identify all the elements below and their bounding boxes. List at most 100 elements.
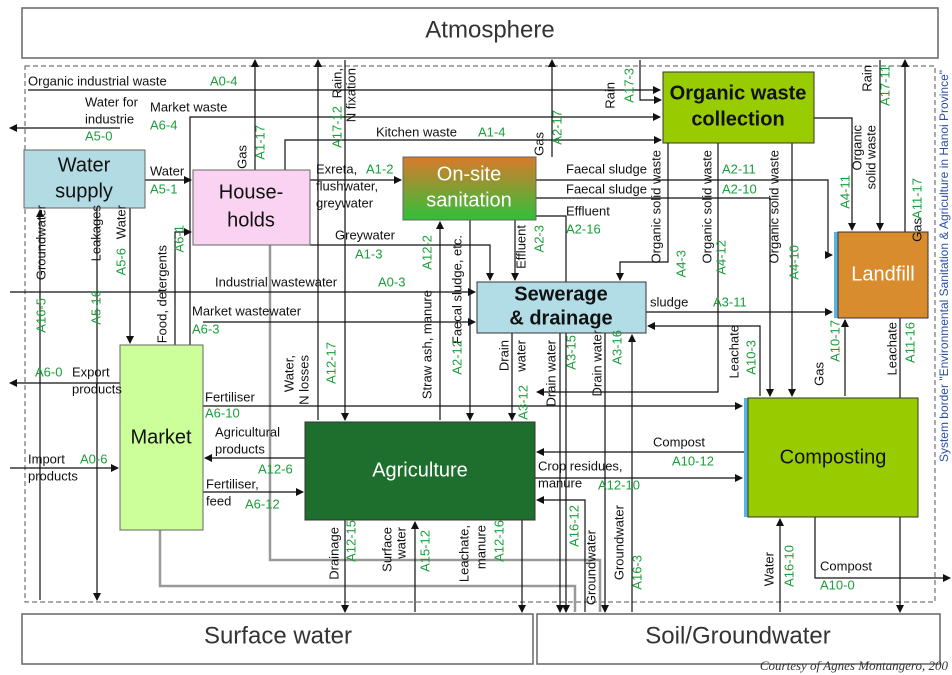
flow-code: A12-6 xyxy=(258,461,293,476)
node-box xyxy=(747,397,919,518)
flow-label: Surface xyxy=(379,527,394,572)
node-label: & drainage xyxy=(509,307,612,329)
flow-code: A6-12 xyxy=(245,496,280,511)
node-label: Water xyxy=(58,154,111,176)
flow-label: Effluent xyxy=(566,203,610,218)
flow-code: A11-17 xyxy=(909,178,924,219)
node-box xyxy=(662,71,815,144)
flow-label: Organic solid waste xyxy=(699,150,714,263)
flow-code: A3-15 xyxy=(563,335,578,370)
soil-label: Soil/Groundwater xyxy=(645,622,830,649)
flow-label: Groundwater xyxy=(611,504,626,580)
flow-arrow xyxy=(616,143,669,281)
flow-label: Organic solid waste xyxy=(648,150,663,263)
flow-label: Water xyxy=(113,204,128,239)
flow-code: A2-11 xyxy=(722,161,756,176)
flow-label: Rain xyxy=(602,82,617,109)
node-label: Market xyxy=(130,426,192,448)
flow-label: N losses xyxy=(296,355,311,405)
flow-label: Effluent xyxy=(513,225,528,269)
flow-code: A2-10 xyxy=(722,181,757,196)
flow-label: Leachate xyxy=(884,322,899,376)
flow-code: A5-16 xyxy=(88,290,103,325)
flow-code: A10-17 xyxy=(827,320,842,362)
flow-arrow xyxy=(536,143,719,396)
flow-code: A10-12 xyxy=(672,453,714,468)
flow-code: A4-11 xyxy=(837,175,852,209)
flow-code: A11-16 xyxy=(902,322,917,363)
flow-label: Compost xyxy=(820,558,872,573)
flow-code: A15-12 xyxy=(417,530,432,572)
flow-label: Water xyxy=(761,551,776,586)
flow-arrow xyxy=(284,136,662,170)
flow-code: A3-11 xyxy=(713,294,747,309)
flow-label: Export xyxy=(72,364,110,379)
node-label: Agriculture xyxy=(372,459,468,481)
flow-label: Organic solid waste xyxy=(766,150,781,263)
flow-label: Gas xyxy=(909,218,924,242)
flow-label: products xyxy=(72,381,122,396)
flow-label: flushwater, xyxy=(316,178,378,193)
flow-label: feed xyxy=(206,493,231,508)
node-box xyxy=(476,281,647,334)
node-label: Composting xyxy=(780,446,887,468)
flow-code: A6-4 xyxy=(150,117,177,132)
flow-label: Food, detergents xyxy=(154,245,169,344)
flow-code: A12-17 xyxy=(323,342,338,384)
flow-code: A2-12 xyxy=(449,340,464,375)
flow-label: Fertiliser xyxy=(205,389,256,404)
flow-label: water xyxy=(393,526,408,559)
flow-code: A10-3 xyxy=(743,340,758,375)
flow-code: A6-10 xyxy=(205,405,240,420)
flow-code: A5-0 xyxy=(85,128,112,143)
flow-arrow xyxy=(536,197,774,397)
flow-code: A6-3 xyxy=(192,321,219,336)
flow-label: Faecal sludge xyxy=(566,161,647,176)
node-strip xyxy=(744,398,750,517)
node-box xyxy=(402,156,537,221)
node-label: On-site xyxy=(437,163,501,185)
node-label: sanitation xyxy=(426,189,512,211)
flow-code: A12-2 xyxy=(419,235,434,270)
flow-code: A4-10 xyxy=(786,245,801,280)
flow-label: industrie xyxy=(85,111,134,126)
flow-arrow xyxy=(647,322,761,396)
flow-label: Water, xyxy=(281,355,296,392)
flow-code: A17-11 xyxy=(877,65,892,106)
flow-code: A6-0 xyxy=(35,364,62,379)
node-label: holds xyxy=(227,209,275,231)
flow-label: Drain water xyxy=(543,339,558,406)
flow-label: products xyxy=(28,468,78,483)
flow-label: Leachate xyxy=(726,325,741,379)
surface-water-box xyxy=(21,613,534,665)
system-border xyxy=(24,65,936,603)
node-label: Landfill xyxy=(851,263,914,285)
flow-arrow xyxy=(174,228,192,345)
flow-label: Greywater xyxy=(335,227,396,242)
flow-label: Crop residues, xyxy=(538,458,623,473)
node-box xyxy=(119,344,204,531)
flow-code: A16-3 xyxy=(629,555,644,590)
flow-arrow xyxy=(536,496,586,612)
atmosphere-label: Atmosphere xyxy=(425,16,554,43)
flow-label: Leachate, xyxy=(456,525,471,582)
flow-label: Rain xyxy=(859,65,874,92)
flow-code: A17-3 xyxy=(621,68,636,103)
flow-label: Gas xyxy=(811,362,826,386)
node-label: collection xyxy=(691,108,784,130)
flow-code: A5-6 xyxy=(113,248,128,275)
flow-code: A1-2 xyxy=(366,161,393,176)
surface-water-label: Surface water xyxy=(204,622,352,649)
flow-label: Gas xyxy=(234,145,249,169)
flow-label: Agricultural xyxy=(215,424,280,439)
flow-code: A4-12 xyxy=(713,240,728,275)
flow-label: Import xyxy=(28,451,65,466)
flow-code: A10-0 xyxy=(820,577,855,592)
arrows xyxy=(9,59,951,613)
flow-label: products xyxy=(215,441,265,456)
node-label: Sewerage xyxy=(514,283,607,305)
flow-label: Compost xyxy=(653,434,705,449)
flow-label: Faecal sludge, etc. xyxy=(449,235,464,344)
